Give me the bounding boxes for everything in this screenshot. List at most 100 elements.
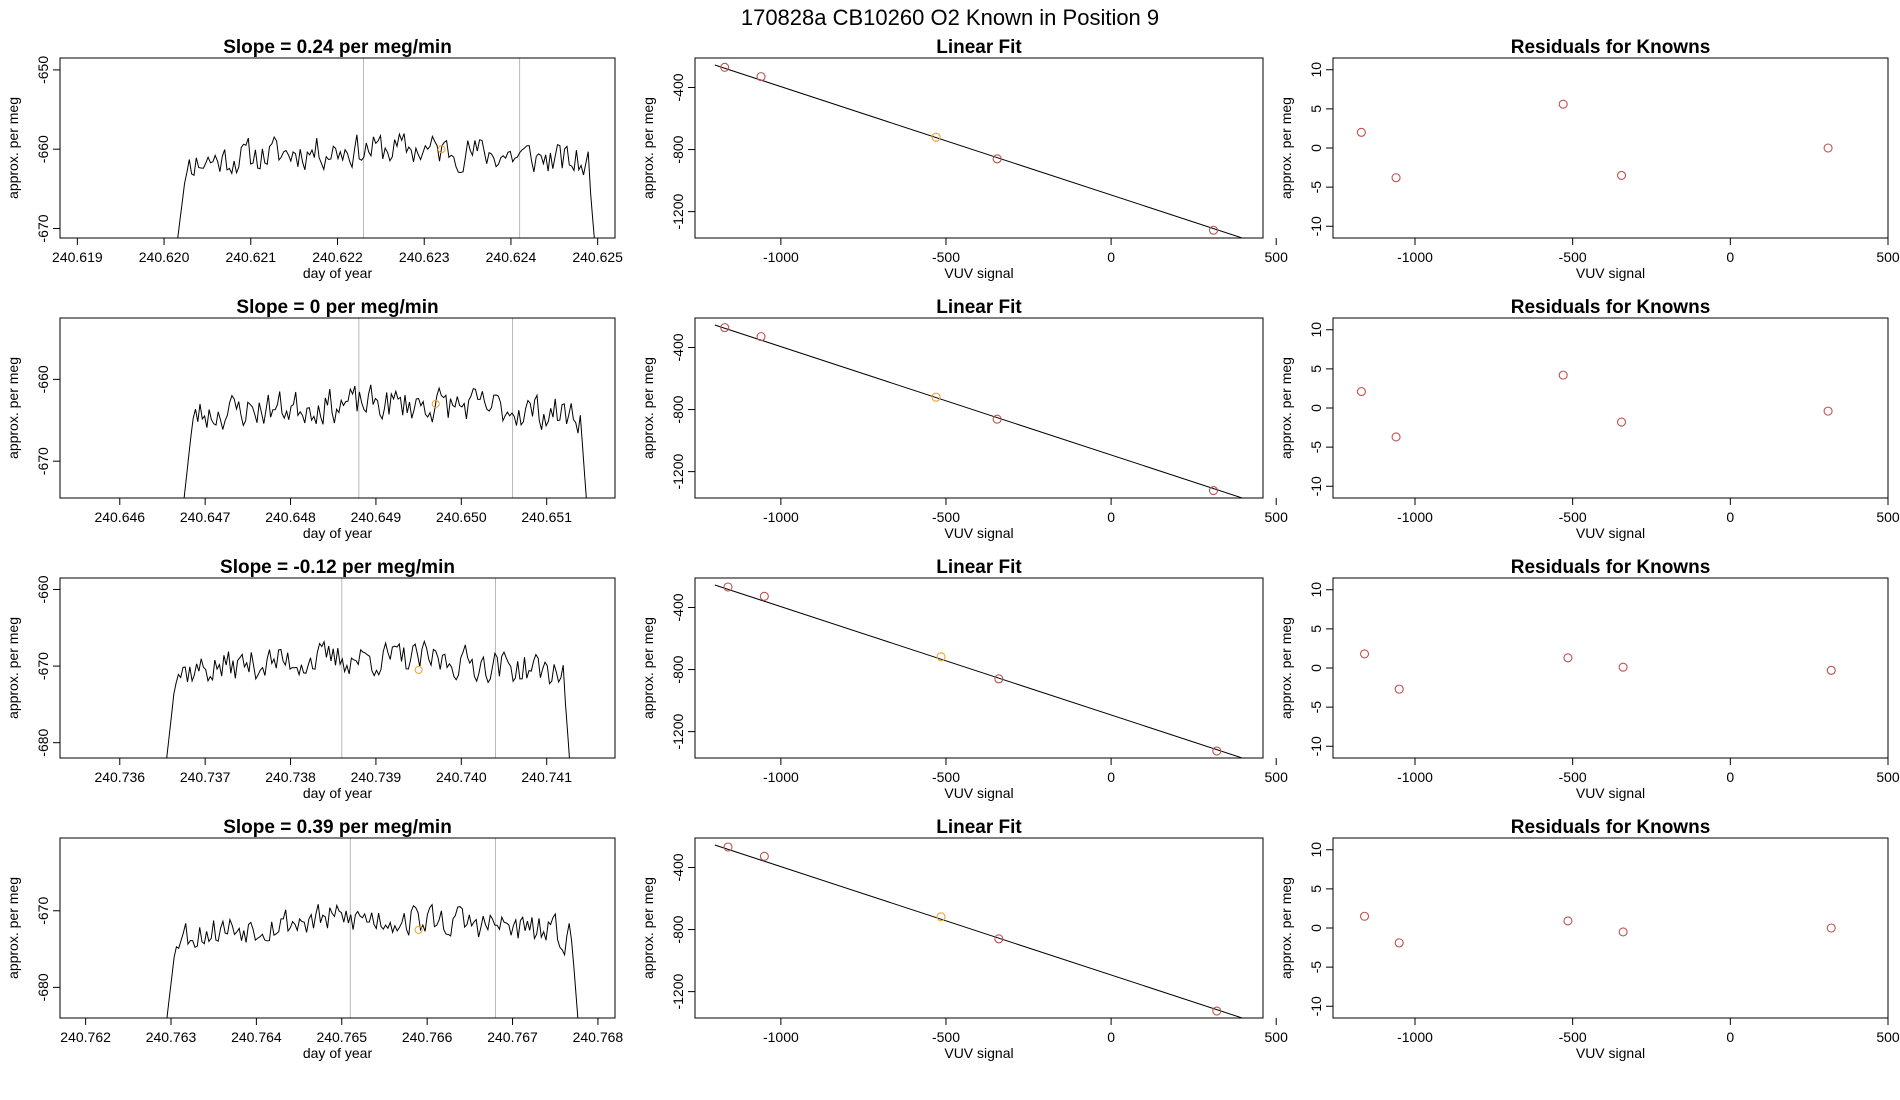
y-axis-label: approx. per meg [640,877,656,979]
y-tick-label: 0 [1308,404,1324,412]
x-tick-label: 0 [1726,769,1734,785]
y-tick-label: -400 [670,853,686,881]
data-point [1356,127,1366,137]
x-tick-label: 240.624 [486,249,537,265]
x-tick-label: 500 [1265,249,1289,265]
x-tick-label: 0 [1726,1029,1734,1045]
x-tick-label: 500 [1876,249,1900,265]
chart-title: Slope = -0.12 per meg/min [220,557,455,578]
plot-frame [694,57,1264,239]
data-point [1826,665,1836,675]
plot-frame [59,317,616,499]
x-tick-label: -500 [932,249,960,265]
plot-area [714,842,1244,1018]
x-tick-label: 500 [1265,769,1289,785]
y-tick-label: -650 [35,56,51,84]
x-tick-label: 240.768 [573,1029,624,1045]
data-point [1823,406,1833,416]
x-tick-label: 240.738 [265,769,316,785]
y-tick-label: -10 [1308,216,1324,236]
data-point [1826,923,1836,933]
x-axis-label: day of year [303,525,373,541]
y-tick-label: 10 [1308,842,1324,858]
chart-panel-10: Slope = 0.39 per meg/min 240.762 240.763 24… [5,817,623,1061]
x-tick-label: 0 [1107,249,1115,265]
y-tick-label: -680 [35,728,51,756]
fit-line [714,844,1244,1018]
y-tick-label: 10 [1308,582,1324,598]
plot-area [1359,911,1836,948]
data-point [720,323,730,333]
y-tick-label: -5 [1308,961,1324,974]
data-point [1212,1006,1222,1016]
data-point [1212,746,1222,756]
data-point [1823,143,1833,153]
series-line [177,132,595,238]
y-axis-label: approx. per meg [640,357,656,459]
x-tick-label: -500 [932,1029,960,1045]
x-tick-label: -1000 [1397,249,1433,265]
chart-panel-3: Residuals for Knowns -1000 -500 0 500 10 5 0 -5 -… [1278,37,1900,281]
chart-panel-9: Residuals for Knowns -1000 -500 0 500 10 5 0 -5 -… [1278,557,1900,801]
data-point [1618,927,1628,937]
x-tick-label: 240.650 [436,509,487,525]
x-tick-label: 240.620 [139,249,190,265]
x-tick-label: 240.625 [572,249,623,265]
x-tick-label: 500 [1265,509,1289,525]
data-point [1394,938,1404,948]
chart-title: Residuals for Knowns [1511,817,1711,838]
y-tick-label: -10 [1308,996,1324,1016]
y-axis-label: approx. per meg [1278,357,1294,459]
x-tick-label: 500 [1876,769,1900,785]
x-axis-label: VUV signal [944,785,1013,801]
plot-frame [694,577,1264,759]
data-point [931,392,941,402]
x-tick-label: -500 [1559,769,1587,785]
y-axis-label: approx. per meg [5,617,21,719]
series-line [166,903,579,1018]
y-tick-label: -680 [35,973,51,1001]
x-tick-label: 500 [1876,1029,1900,1045]
x-tick-label: 240.736 [94,769,145,785]
data-point [759,591,769,601]
x-tick-label: 240.764 [231,1029,282,1045]
x-tick-label: -1000 [1397,1029,1433,1045]
chart-panel-5: Linear Fit -1000 -500 0 500 -400 -800 -1200 VUV … [640,297,1288,541]
y-tick-label: -1200 [670,194,686,230]
x-tick-label: -1000 [763,249,799,265]
y-tick-label: -670 [35,897,51,925]
y-tick-label: -400 [670,73,686,101]
x-tick-label: 240.739 [351,769,402,785]
y-tick-label: -660 [35,575,51,603]
chart-title: Linear Fit [936,557,1022,578]
y-tick-label: -660 [35,365,51,393]
data-point [431,399,440,408]
data-point [756,72,766,82]
y-tick-label: -10 [1308,476,1324,496]
plot-area [714,62,1244,238]
x-axis-label: day of year [303,785,373,801]
plot-area [166,838,579,1018]
y-tick-label: -10 [1308,736,1324,756]
data-point [723,842,733,852]
x-tick-label: 240.649 [351,509,402,525]
x-tick-label: -1000 [763,509,799,525]
y-tick-label: 0 [1308,924,1324,932]
y-axis-label: approx. per meg [640,617,656,719]
data-point [1616,170,1627,180]
data-point [1359,649,1370,659]
plot-area [1356,370,1833,442]
chart-title: Residuals for Knowns [1511,37,1711,58]
y-tick-label: 5 [1308,105,1324,113]
y-tick-label: -400 [670,333,686,361]
y-tick-label: 5 [1308,365,1324,373]
x-axis-label: VUV signal [944,265,1013,281]
x-tick-label: 0 [1726,249,1734,265]
series-line [166,639,570,758]
data-point [1563,653,1573,663]
x-tick-label: -1000 [1397,769,1433,785]
data-point [1359,911,1370,921]
panel-grid: Slope = 0.24 per meg/min 240.619 240.620 24… [5,37,1900,1061]
data-point [1208,486,1219,496]
data-point [1618,662,1628,672]
